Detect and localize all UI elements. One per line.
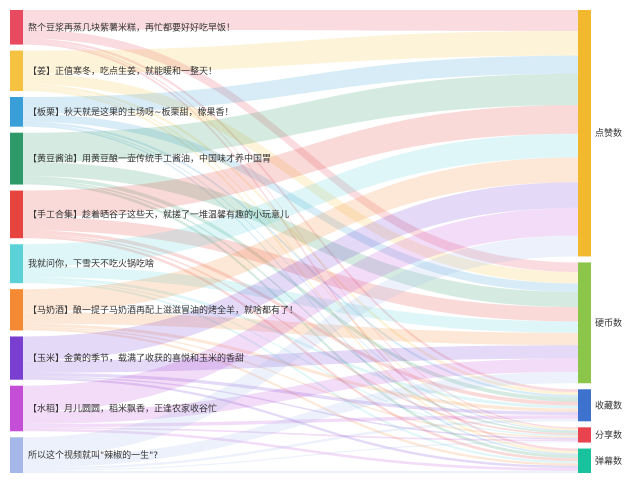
source-node-label: 【马奶酒】酿一提子马奶酒再配上滋滋冒油的烤全羊，就啥都有了！ <box>28 304 298 316</box>
sankey-link[interactable] <box>23 176 578 402</box>
target-node-label: 硬币数 <box>595 317 622 329</box>
source-node[interactable] <box>10 289 23 331</box>
sankey-link[interactable] <box>23 277 578 409</box>
sankey-link[interactable] <box>23 182 578 361</box>
sankey-link[interactable] <box>23 312 578 346</box>
source-node[interactable] <box>10 132 23 185</box>
sankey-link[interactable] <box>23 157 578 313</box>
sankey-link[interactable] <box>23 281 578 464</box>
target-node-label: 点赞数 <box>595 127 622 139</box>
source-node[interactable] <box>10 50 23 91</box>
sankey-link[interactable] <box>23 105 578 218</box>
target-node[interactable] <box>578 389 591 422</box>
source-node-label: 【姜】正值寒冬，吃点生姜，就能暖和一整天！ <box>28 65 217 77</box>
sankey-link[interactable] <box>23 179 578 434</box>
sankey-link[interactable] <box>23 84 578 396</box>
sankey-link[interactable] <box>23 217 578 322</box>
source-node-label: 【玉米】金黄的季节，载满了收获的喜悦和玉米的香甜 <box>28 352 244 364</box>
target-node[interactable] <box>578 262 591 384</box>
sankey-link[interactable] <box>23 358 578 424</box>
sankey-link[interactable] <box>23 372 578 416</box>
sankey-link[interactable] <box>23 29 578 272</box>
sankey-link[interactable] <box>23 207 578 412</box>
source-node[interactable] <box>10 385 23 432</box>
sankey-link[interactable] <box>23 233 578 436</box>
target-node-label: 弹幕数 <box>595 455 622 467</box>
sankey-link[interactable] <box>23 371 578 468</box>
source-node-label: 【板栗】秋天就是这果的主场呀~板栗甜，橡果香！ <box>28 106 234 118</box>
target-node[interactable] <box>578 448 591 473</box>
sankey-link[interactable] <box>23 345 578 373</box>
sankey-nodes <box>10 10 591 473</box>
sankey-labels: 熬个豆浆再蒸几块紫薯米糕，再忙都要好好吃早饭！ 【姜】正值寒冬，吃点生姜，就能暖和… <box>28 21 622 466</box>
target-node[interactable] <box>578 10 591 257</box>
sankey-link[interactable] <box>23 428 578 471</box>
sankey-link[interactable] <box>23 328 578 466</box>
sankey-link[interactable] <box>23 38 578 393</box>
source-node-label: 【黄豆酱油】用黄豆酿一壶传统手工酱油，中国味才养中国胃 <box>28 153 271 165</box>
sankey-link[interactable] <box>23 88 578 454</box>
sankey-link[interactable] <box>23 279 578 437</box>
source-node-label: 所以这个视频就叫"辣椒的一生"? <box>28 449 158 461</box>
source-node[interactable] <box>10 10 23 45</box>
sankey-link[interactable] <box>23 73 578 284</box>
sankey-link[interactable] <box>23 113 578 292</box>
source-node[interactable] <box>10 96 23 127</box>
sankey-link[interactable] <box>23 161 578 308</box>
target-node[interactable] <box>578 427 591 443</box>
sankey-link[interactable] <box>23 323 578 412</box>
sankey-link[interactable] <box>23 418 578 470</box>
sankey-link[interactable] <box>23 124 578 432</box>
sankey-link[interactable] <box>23 230 578 406</box>
sankey-link[interactable] <box>23 73 578 162</box>
sankey-links <box>23 10 578 473</box>
sankey-link[interactable] <box>23 30 578 74</box>
sankey-link[interactable] <box>23 427 578 442</box>
sankey-link[interactable] <box>23 470 578 473</box>
sankey-link[interactable] <box>23 133 578 267</box>
target-node-label: 收藏数 <box>595 399 622 411</box>
sankey-link[interactable] <box>23 181 578 459</box>
sankey-link[interactable] <box>23 55 578 114</box>
sankey-link[interactable] <box>23 375 578 440</box>
source-node-label: 【手工合集】趁着晒谷子这些天，就搓了一堆温馨有趣的小玩意儿 <box>28 208 289 220</box>
sankey-link[interactable] <box>23 441 578 471</box>
source-node[interactable] <box>10 336 23 380</box>
sankey-link[interactable] <box>23 125 578 456</box>
target-node-label: 分享数 <box>595 429 622 441</box>
source-node-label: 我就问你，下雪天不吃火锅吃啥 <box>28 258 154 270</box>
sankey-link[interactable] <box>23 235 578 457</box>
sankey-link[interactable] <box>23 42 578 452</box>
sankey-link[interactable] <box>23 377 578 469</box>
source-node-label: 熬个豆浆再蒸几块紫薯米糕，再忙都要好好吃早饭！ <box>28 21 235 33</box>
source-node[interactable] <box>10 437 23 473</box>
sankey-link[interactable] <box>23 10 578 31</box>
sankey-link[interactable] <box>23 235 578 462</box>
source-node[interactable] <box>10 244 23 284</box>
source-node-label: 【水稻】月儿圆圆，稻米飘香，正逢农家收谷忙 <box>28 402 217 414</box>
source-node[interactable] <box>10 190 23 239</box>
sankey-link[interactable] <box>23 326 578 438</box>
sankey-link[interactable] <box>23 415 578 428</box>
sankey-link[interactable] <box>23 87 578 431</box>
sankey-link[interactable] <box>23 266 578 333</box>
sankey-link[interactable] <box>23 41 578 429</box>
sankey-link[interactable] <box>23 121 578 398</box>
